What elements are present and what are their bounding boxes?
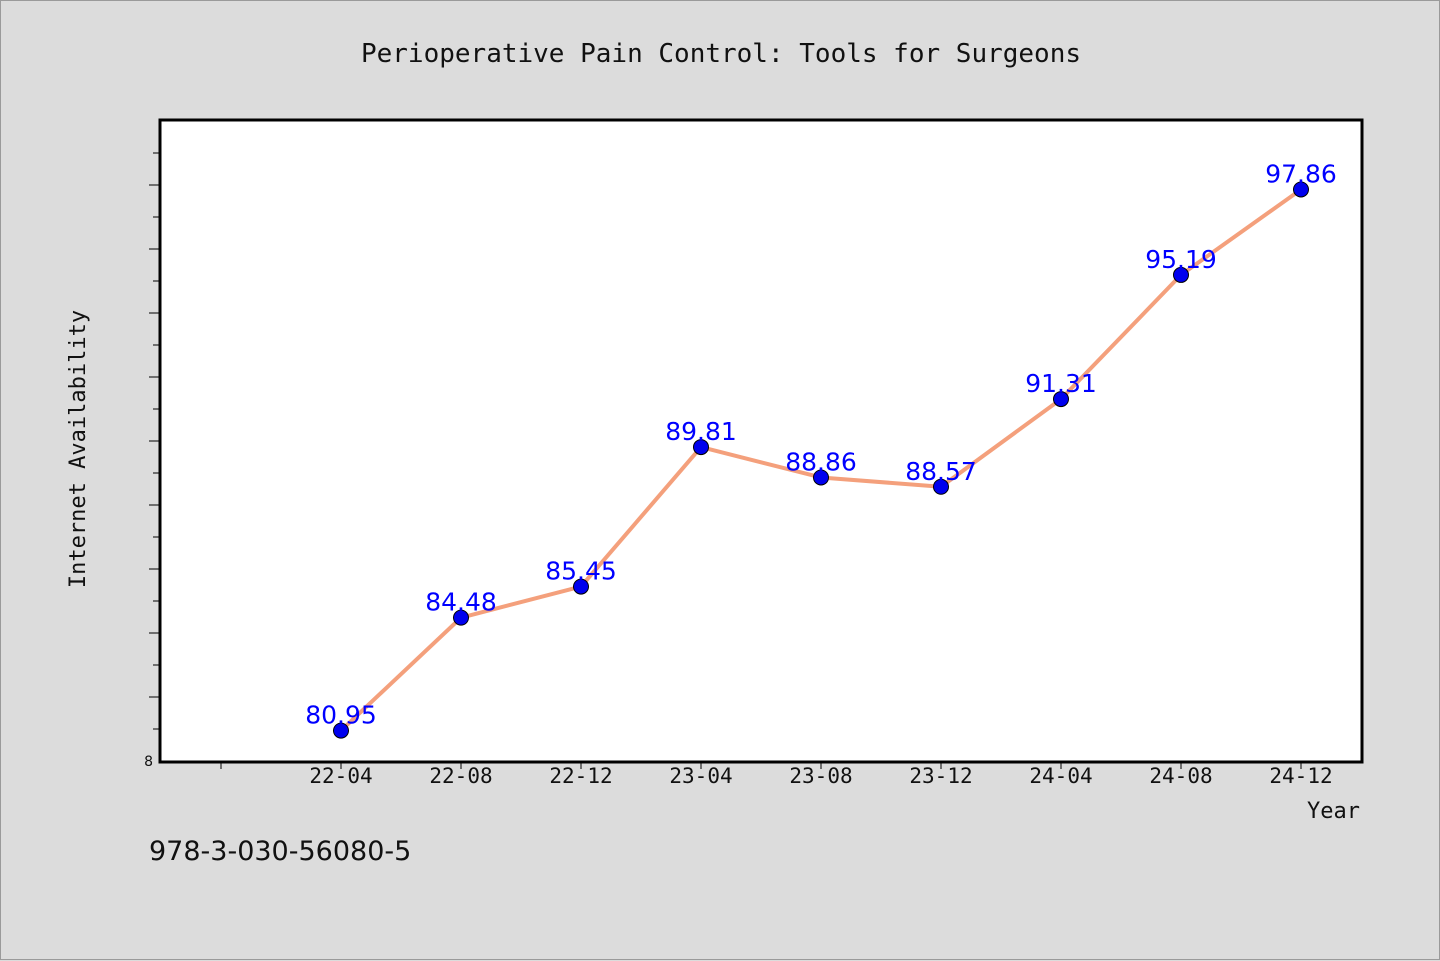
x-tick-label: 22-12 <box>549 764 612 788</box>
isbn-caption: 978-3-030-56080-5 <box>149 836 412 867</box>
x-axis-ticks: 22-04 22-08 22-12 23-04 23-08 23-12 24-04 24-08… <box>220 762 1333 788</box>
data-point <box>933 478 949 495</box>
data-point <box>333 722 349 739</box>
data-point <box>693 439 709 456</box>
series-layer: 80.95 84.48 85.45 89.81 88.86 88.57 91.31 95.19… <box>305 159 1337 739</box>
data-label: 97.86 <box>1265 159 1337 188</box>
data-label: 85.45 <box>545 557 617 586</box>
data-point <box>1293 181 1309 198</box>
y-axis-title: Internet Availability <box>66 310 91 588</box>
data-label: 95.19 <box>1145 245 1217 274</box>
x-tick-label: 22-08 <box>429 764 492 788</box>
data-label: 91.31 <box>1025 369 1097 398</box>
x-tick-label: 23-04 <box>669 764 732 788</box>
x-tick-label: 24-08 <box>1149 764 1212 788</box>
chart-title: Perioperative Pain Control: Tools for Su… <box>361 39 1081 69</box>
data-label: 89.81 <box>665 417 737 446</box>
data-label: 88.57 <box>905 457 977 486</box>
data-label: 84.48 <box>425 588 497 617</box>
data-point <box>573 578 589 595</box>
data-point <box>1053 391 1069 408</box>
plot-area <box>158 118 1364 764</box>
data-point <box>453 609 469 626</box>
x-tick-label: 24-04 <box>1029 764 1092 788</box>
x-tick-label: 22-04 <box>309 764 372 788</box>
data-label: 88.86 <box>785 447 857 476</box>
x-tick-label: 23-08 <box>789 764 852 788</box>
data-point <box>813 469 829 486</box>
x-tick-label: 24-12 <box>1269 764 1332 788</box>
x-axis-title: Year <box>1307 799 1360 824</box>
data-label: 80.95 <box>305 701 377 730</box>
data-point <box>1173 266 1189 283</box>
y-axis-tick-label: 8 <box>144 754 153 770</box>
x-tick-label: 23-12 <box>909 764 972 788</box>
y-axis-ticks <box>149 152 160 730</box>
